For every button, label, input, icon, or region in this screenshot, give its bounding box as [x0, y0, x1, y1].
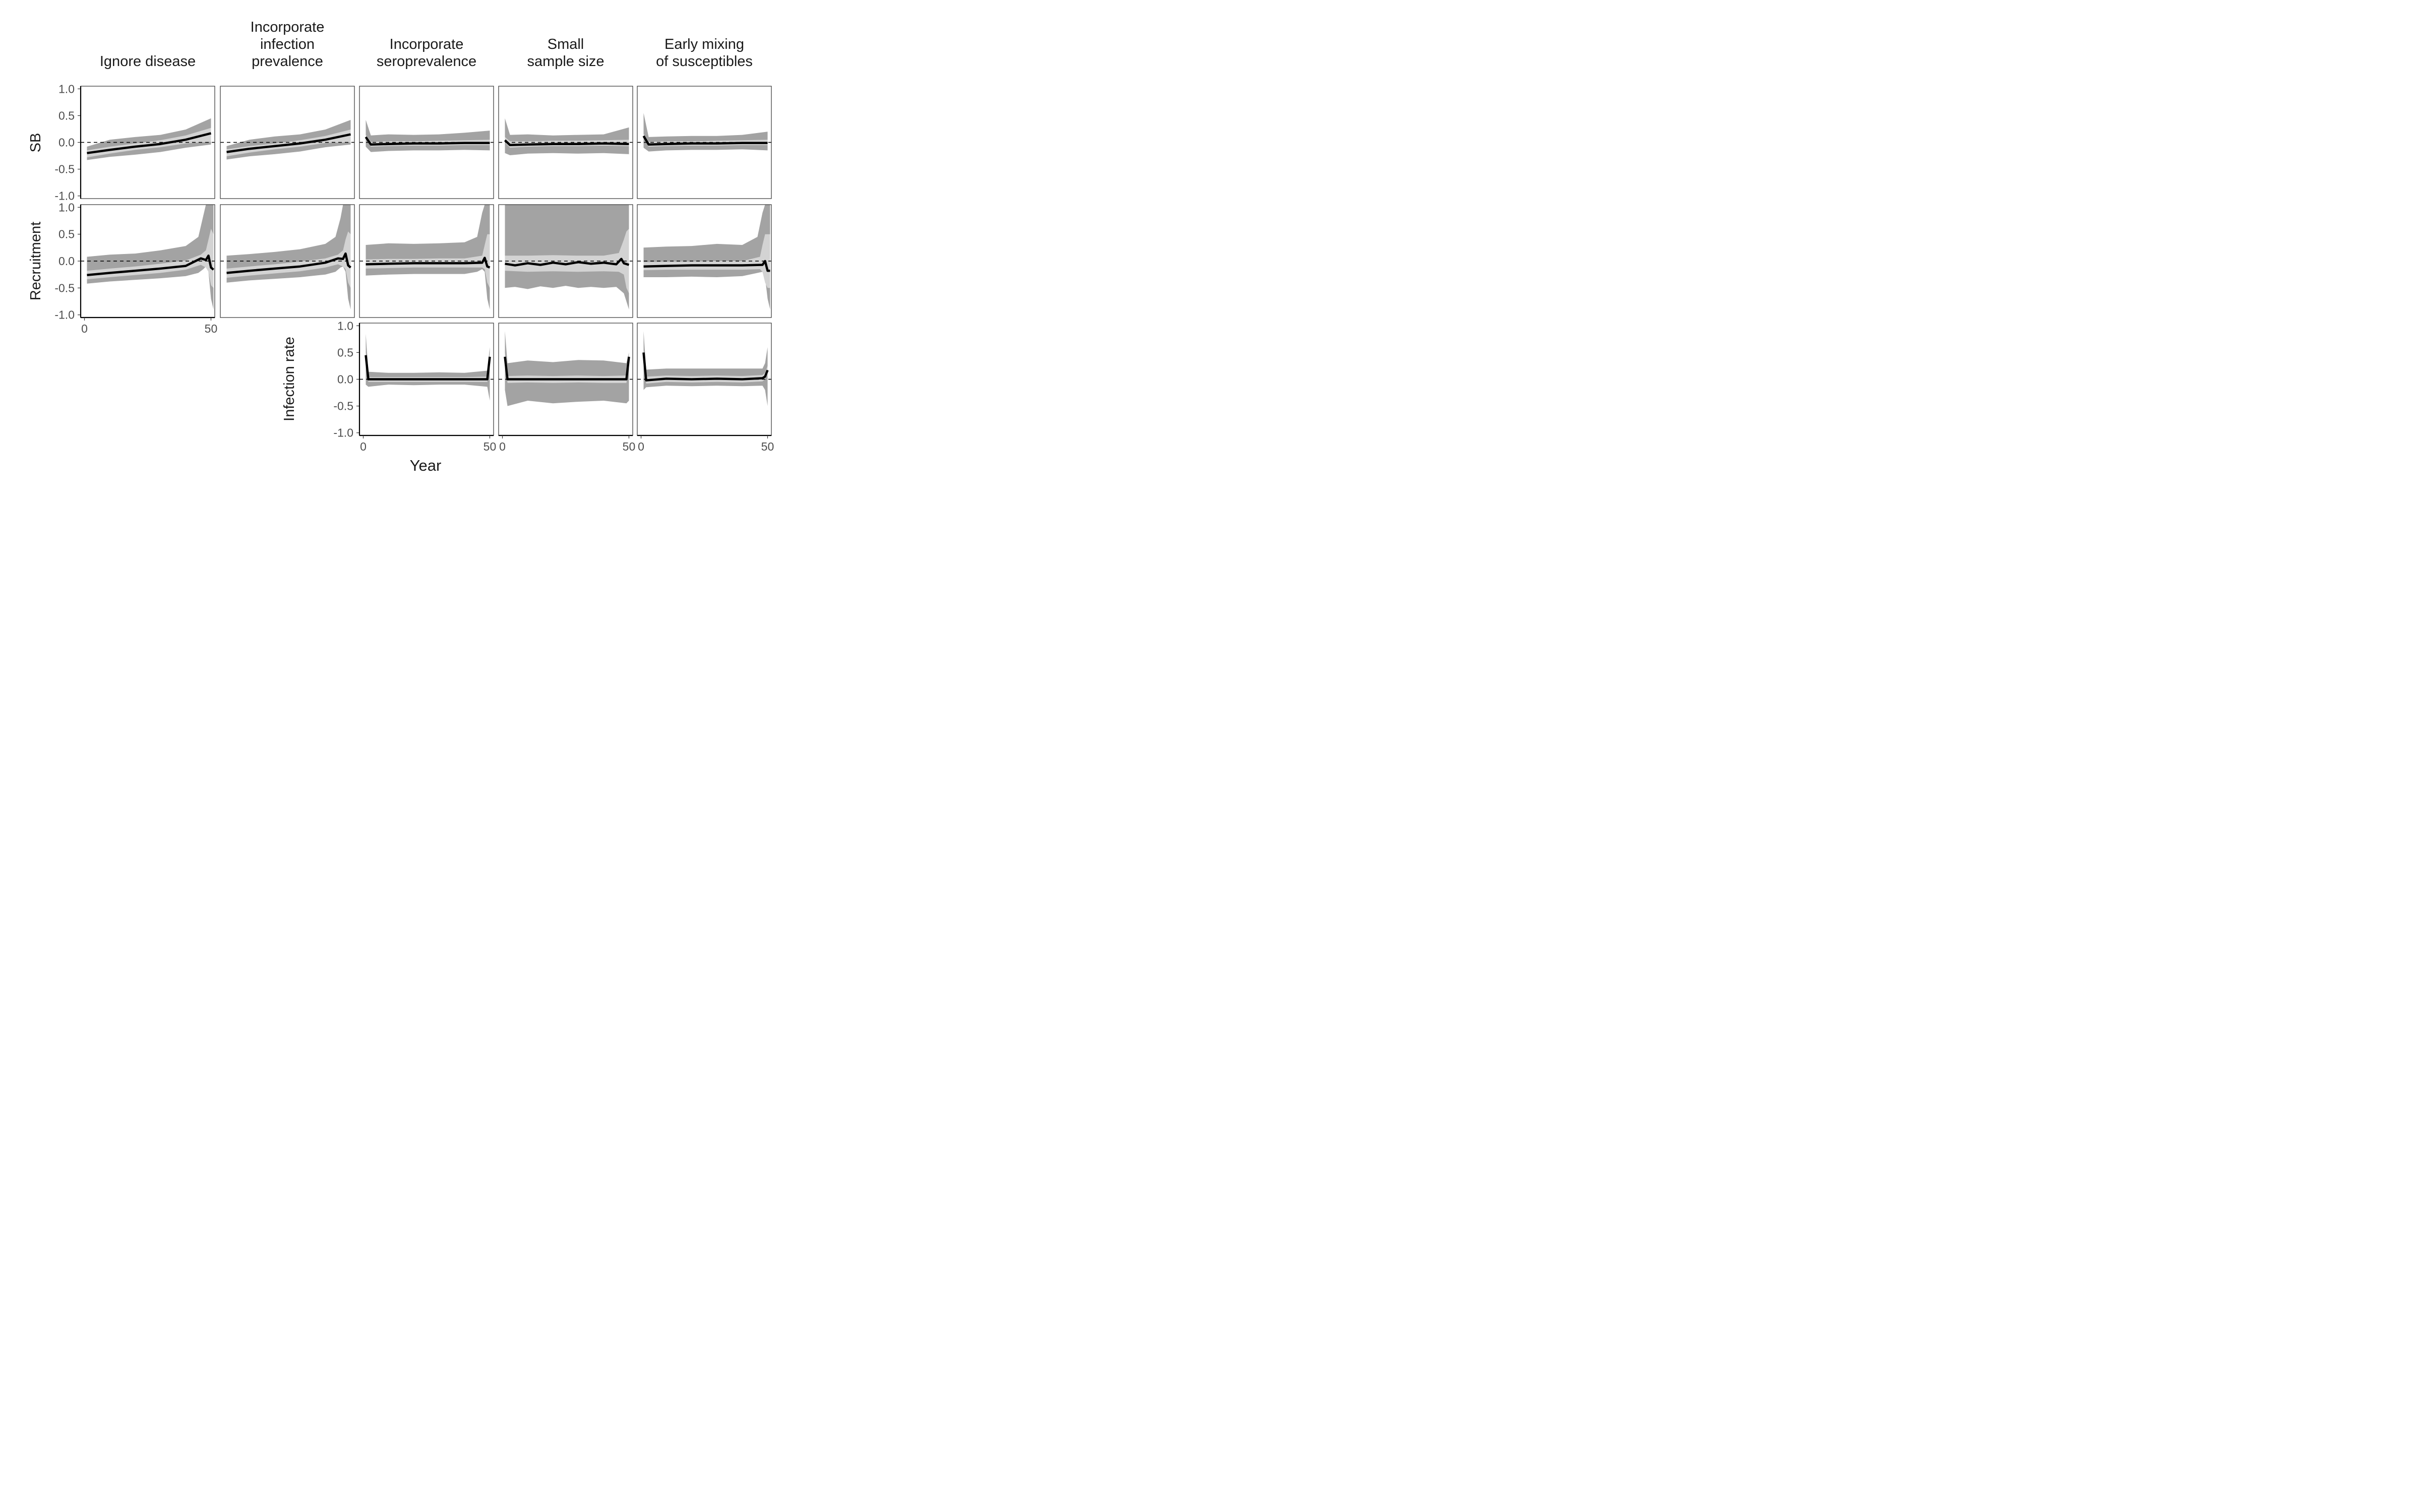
- column-title-1-line-1: Ignore disease: [100, 53, 196, 70]
- panel-frame: [220, 204, 355, 318]
- y-tick-label: 1.0: [337, 319, 353, 332]
- panel-sb-small-sample-size: [498, 86, 633, 199]
- median-line: [365, 355, 491, 381]
- panel-recruitment-early-mixing-of-susceptibles: [637, 204, 772, 318]
- inner-interval-band: [226, 231, 351, 288]
- y-tick-label: -1.0: [54, 190, 75, 203]
- panel-frame: [359, 204, 494, 318]
- outer-interval-band: [643, 205, 770, 309]
- panel-recruitment-incorporate-seroprevalence: [359, 204, 494, 318]
- y-tick-label: -0.5: [54, 163, 75, 176]
- panel-recruitment-incorporate-infection-prevalence: [220, 204, 355, 318]
- x-tick-label: 50: [623, 440, 636, 453]
- x-tick-label: 50: [483, 440, 497, 453]
- column-title-2-line-2: infection: [260, 36, 315, 52]
- row-label-recruitment: Recruitment: [28, 222, 44, 300]
- panel-sb-incorporate-seroprevalence: [359, 86, 494, 199]
- y-tick-label: 0.5: [337, 346, 353, 359]
- panels: -1.0-0.50.00.51.0-1.0-0.50.00.51.00 50-1.…: [54, 82, 774, 453]
- x-axis-title: Year: [410, 457, 442, 474]
- panel-frame: [220, 86, 355, 199]
- panel-frame: [637, 204, 772, 318]
- x-tick-label: 0: [360, 440, 367, 453]
- median-line: [87, 132, 212, 154]
- x-tick-label: 0: [81, 322, 88, 335]
- median-line: [504, 356, 630, 381]
- median-line: [226, 252, 351, 274]
- panel-sb-ignore-disease: -1.0 -0.5 0.0 0.5 1.0: [54, 82, 215, 203]
- median-line: [226, 133, 351, 153]
- median-line: [505, 258, 630, 267]
- median-line: [642, 352, 769, 382]
- y-tick-label: 0.5: [58, 228, 75, 241]
- outer-interval-band: [226, 205, 351, 309]
- x-tick-label: 0: [638, 440, 644, 453]
- median-line: [366, 257, 491, 269]
- x-tick-label: 0: [499, 440, 506, 453]
- outer-interval-band: [87, 205, 214, 309]
- panel-infection-rate-early-mixing-of-susceptibles: 0 50: [637, 323, 774, 453]
- y-tick-label: 1.0: [58, 201, 75, 214]
- panel-frame: [359, 86, 494, 199]
- x-tick-label: 50: [205, 322, 218, 335]
- panel-sb-early-mixing-of-susceptibles: [637, 86, 772, 199]
- row-labels: SB Recruitment Infection rate: [28, 133, 297, 421]
- column-titles: Ignore diseaseIncorporateinfectionpreval…: [100, 19, 753, 70]
- outer-interval-band: [505, 331, 629, 406]
- panel-frame: [498, 204, 633, 318]
- y-tick-label: -1.0: [54, 308, 75, 322]
- faceted-line-chart: Ignore diseaseIncorporateinfectionpreval…: [28, 19, 774, 474]
- outer-interval-band: [643, 331, 768, 406]
- y-tick-label: 1.0: [58, 82, 75, 95]
- panel-infection-rate-small-sample-size: 0 50: [498, 323, 636, 453]
- y-tick-label: 0.0: [58, 255, 75, 268]
- column-title-2-line-3: prevalence: [252, 53, 323, 70]
- column-title-5-line-2: of susceptibles: [656, 53, 753, 70]
- column-title-4-line-2: sample size: [527, 53, 604, 70]
- inner-interval-band: [366, 352, 490, 382]
- panel-infection-rate-incorporate-seroprevalence: -1.0 -0.5 0.0 0.5 1.0 0 50: [333, 319, 496, 453]
- median-line: [365, 136, 490, 146]
- outer-interval-band: [366, 334, 490, 401]
- median-line: [642, 135, 768, 146]
- y-tick-label: -1.0: [333, 426, 353, 439]
- y-tick-label: -0.5: [333, 400, 353, 413]
- row-label-sb: SB: [28, 133, 44, 153]
- column-title-5-line-1: Early mixing: [664, 36, 744, 52]
- median-line: [643, 260, 770, 272]
- column-title-3-line-1: Incorporate: [390, 36, 464, 52]
- outer-interval-band: [366, 119, 490, 152]
- y-tick-label: 0.5: [58, 109, 75, 122]
- median-line: [87, 255, 214, 276]
- inner-interval-band: [226, 130, 351, 157]
- panel-sb-incorporate-infection-prevalence: [220, 86, 355, 199]
- column-title-2-line-1: Incorporate: [251, 19, 325, 35]
- median-line: [504, 139, 629, 147]
- panel-recruitment-ignore-disease: -1.0 -0.5 0.0 0.5 1.0 0 50: [54, 201, 217, 335]
- outer-interval-band: [366, 205, 490, 309]
- y-tick-label: -0.5: [54, 281, 75, 294]
- y-tick-label: 0.0: [337, 373, 353, 386]
- outer-interval-band: [505, 118, 629, 155]
- column-title-4-line-1: Small: [548, 36, 584, 52]
- y-tick-label: 0.0: [58, 136, 75, 149]
- row-label-infection-rate: Infection rate: [281, 337, 297, 421]
- panel-frame: [498, 86, 633, 199]
- panel-recruitment-small-sample-size: [498, 204, 633, 318]
- panel-frame: [637, 86, 772, 199]
- column-title-3-line-2: seroprevalence: [377, 53, 476, 70]
- x-tick-label: 50: [761, 440, 774, 453]
